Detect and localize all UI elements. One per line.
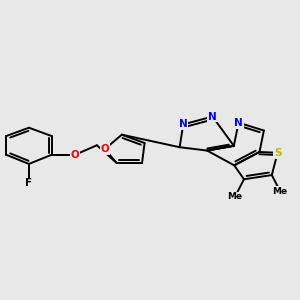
Text: Me: Me <box>227 192 242 201</box>
Text: Me: Me <box>273 187 288 196</box>
Text: O: O <box>71 150 80 160</box>
Text: S: S <box>274 148 281 158</box>
Text: F: F <box>26 178 32 188</box>
Text: N: N <box>179 119 188 129</box>
Text: N: N <box>208 112 217 122</box>
Text: O: O <box>100 144 109 154</box>
Text: N: N <box>234 118 243 128</box>
